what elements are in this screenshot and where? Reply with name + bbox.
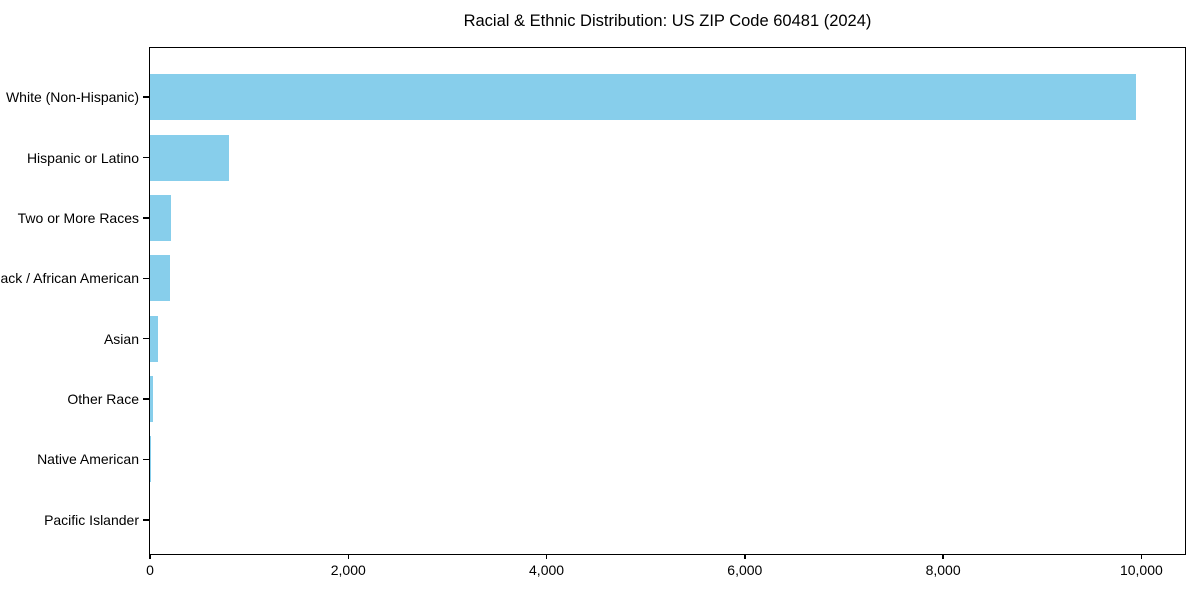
bar-row: Two or More Races [18,188,1185,248]
y-tick-mark [143,277,149,280]
bar-row: Pacific Islander [44,490,1185,550]
y-axis-label: White (Non-Hispanic) [5,89,139,106]
y-tick-mark [143,156,149,159]
bar-row: Asian [104,309,1185,369]
bar-row: Black / African American [0,248,1185,308]
y-axis-label: Asian [103,330,139,347]
y-tick-mark [143,519,149,521]
y-axis-label: Native American [37,451,139,468]
x-tick-mark [1140,554,1143,559]
bar [150,315,158,362]
bar-row: Other Race [67,369,1185,429]
y-tick-mark [143,398,149,400]
x-tick-mark [744,554,746,559]
bar-row: Native American [37,429,1185,489]
plot-area: White (Non-Hispanic) Hispanic or Latino Tw… [0,47,1186,578]
x-tick-label: 4,000 [529,562,565,578]
y-axis-label: Hispanic or Latino [26,149,139,166]
y-axis-label: Pacific Islander [44,511,139,528]
y-tick-mark [143,217,149,219]
x-tick-label: 0 [146,562,154,578]
y-axis-label: Two or More Races [17,209,139,226]
x-tick-mark [149,554,151,559]
x-tick-mark [545,554,548,559]
x-tick-label: 10,000 [1119,562,1163,578]
bar [150,194,171,241]
bar [150,436,151,483]
bar [150,255,170,302]
bars-container: White (Non-Hispanic) Hispanic or Latino Tw… [0,48,1185,554]
y-tick-mark [143,458,149,461]
bar [150,74,1137,121]
x-tick-mark [942,554,944,559]
y-axis-label: Other Race [67,391,139,408]
y-tick-mark [143,96,149,98]
y-tick-mark [143,337,149,340]
x-tick-label: 2,000 [330,562,366,578]
y-axis-label: Black / African American [0,270,139,287]
x-tick-mark [347,554,350,559]
bar [150,376,154,423]
bar-row: White (Non-Hispanic) [6,67,1185,127]
bar-row: Hispanic or Latino [27,127,1185,187]
bar [150,134,230,181]
x-tick-label: 6,000 [727,562,763,578]
chart-title: Racial & Ethnic Distribution: US ZIP Cod… [463,12,872,30]
x-axis: 0 2,000 4,000 6,000 8,000 10,000 [146,554,1185,584]
x-tick-label: 8,000 [925,562,961,578]
